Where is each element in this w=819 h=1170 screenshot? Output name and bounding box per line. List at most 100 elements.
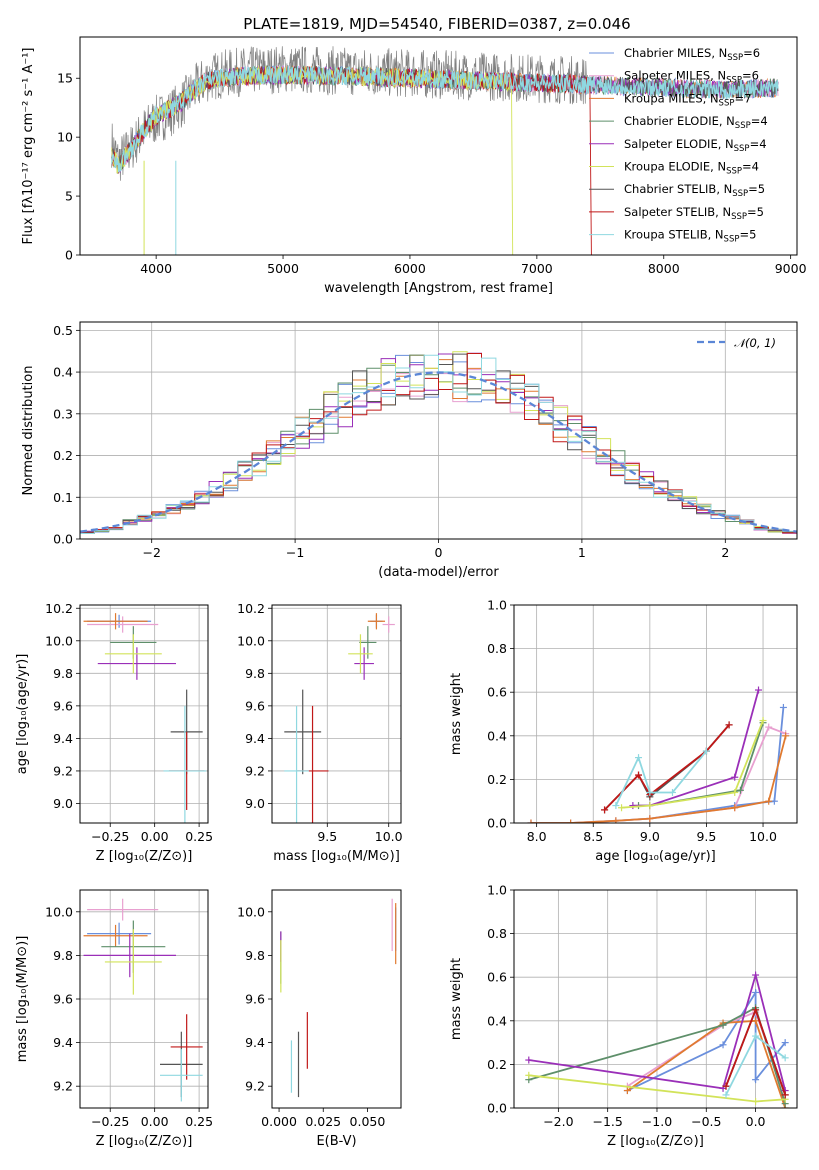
x-tick-label: 0.00 xyxy=(141,1114,169,1129)
y-tick-label: 9.2 xyxy=(53,763,73,778)
plot-area xyxy=(514,890,797,1108)
plot-area xyxy=(111,46,779,255)
legend-label: Chabrier MILES, NSSP=6 xyxy=(624,46,760,63)
y-tick-label: 9.2 xyxy=(53,1079,73,1094)
y-tick-label: 9.4 xyxy=(53,731,73,746)
mass-weight-line xyxy=(626,1019,787,1108)
x-axis-label: Z [log₁₀(Z/Z⊙)] xyxy=(96,1134,193,1149)
y-axis-label: mass weight xyxy=(449,958,464,1040)
legend-label: Salpeter ELODIE, NSSP=4 xyxy=(624,137,767,154)
x-tick-label: 9.5 xyxy=(696,829,716,844)
plot-area xyxy=(80,605,208,823)
legend-value: =5 xyxy=(748,182,765,196)
x-tick-label: −1 xyxy=(286,545,304,560)
y-tick-label: 9.8 xyxy=(53,666,73,681)
y-tick-label: 9.6 xyxy=(53,698,73,713)
y-tick-label: 10.0 xyxy=(45,904,73,919)
legend-subscript: SSP xyxy=(734,144,750,154)
x-axis-label: Z [log₁₀(Z/Z⊙)] xyxy=(96,849,193,864)
y-axis-label: mass [log₁₀(M/M⊙)] xyxy=(15,936,30,1063)
legend-label: Salpeter STELIB, NSSP=5 xyxy=(624,205,764,222)
x-tick-label: 1 xyxy=(578,545,586,560)
gaussian-reference-curve xyxy=(80,371,797,533)
y-tick-label: 0.6 xyxy=(487,970,507,985)
y-tick-label: 10 xyxy=(57,130,73,145)
x-tick-label: −2.0 xyxy=(543,1114,573,1129)
legend-subscript: SSP xyxy=(727,53,743,63)
y-axis-label: Flux [fλ10⁻¹⁷ erg cm⁻² s⁻¹ A⁻¹] xyxy=(21,48,36,245)
x-tick-label: 0.25 xyxy=(185,1114,213,1129)
x-tick-label: 0.050 xyxy=(350,1114,386,1129)
y-tick-label: 9.6 xyxy=(245,992,265,1007)
y-tick-label: 0.5 xyxy=(53,323,73,338)
plot-frame xyxy=(271,604,402,824)
legend-value: =5 xyxy=(739,228,756,242)
y-tick-label: 9.2 xyxy=(245,1079,265,1094)
y-tick-label: 0.8 xyxy=(487,926,507,941)
x-tick-label: 0.25 xyxy=(185,829,213,844)
y-tick-label: 9.8 xyxy=(245,666,265,681)
x-axis-label: (data-model)/error xyxy=(378,565,499,580)
x-tick-label: 4000 xyxy=(140,261,172,276)
y-tick-label: 1.0 xyxy=(487,883,507,898)
figure-title: PLATE=1819, MJD=54540, FIBERID=0387, z=0… xyxy=(243,15,630,33)
legend-label: Salpeter MILES, NSSP=6 xyxy=(624,69,759,86)
legend-subscript: SSP xyxy=(735,121,751,131)
y-tick-label: 5 xyxy=(65,189,73,204)
y-tick-label: 1.0 xyxy=(487,598,507,613)
y-tick-label: 9.0 xyxy=(245,796,265,811)
legend-value: =4 xyxy=(742,160,759,174)
x-axis-label: age [log₁₀(age/yr)] xyxy=(595,849,716,864)
legend-value: =6 xyxy=(743,46,760,60)
x-tick-label: −0.25 xyxy=(91,1114,129,1129)
x-tick-label: −2 xyxy=(142,545,160,560)
plot-frame xyxy=(513,604,798,824)
legend-value: =7 xyxy=(734,91,751,105)
plot-frame xyxy=(79,36,798,256)
x-tick-label: 6000 xyxy=(394,261,426,276)
y-axis-label: mass weight xyxy=(449,673,464,755)
y-tick-label: 0.0 xyxy=(53,532,73,547)
y-tick-label: 10.2 xyxy=(45,601,73,616)
residual-histogram-step xyxy=(80,353,797,534)
x-tick-label: 7000 xyxy=(521,261,553,276)
plot-frame xyxy=(513,889,798,1109)
x-tick-label: 5000 xyxy=(267,261,299,276)
y-tick-label: 0.3 xyxy=(53,406,73,421)
y-tick-label: 0.1 xyxy=(53,490,73,505)
mass-weight-line xyxy=(531,725,787,823)
y-tick-label: 0.2 xyxy=(53,448,73,463)
legend-subscript: SSP xyxy=(726,167,742,177)
x-axis-label: mass [log₁₀(M/M⊙)] xyxy=(273,849,400,864)
y-tick-label: 9.4 xyxy=(245,1035,265,1050)
y-tick-label: 9.6 xyxy=(53,992,73,1007)
y-tick-label: 9.4 xyxy=(53,1035,73,1050)
plot-area xyxy=(80,322,797,539)
x-tick-label: 9.0 xyxy=(640,829,660,844)
y-tick-label: 9.2 xyxy=(245,763,265,778)
age-vs-metallicity-panel: −0.25 0.00 0.25 9.0 9.2 9.4 9.6 9.8 10.0 10.2 Z [l… xyxy=(15,601,213,864)
y-tick-label: 0.4 xyxy=(487,1013,507,1028)
x-tick-label: 9.5 xyxy=(317,829,337,844)
age-vs-mass-panel: 9.5 10.0 9.0 9.2 9.4 9.6 9.8 10.0 10.2 mass [log₁… xyxy=(237,601,403,864)
x-tick-label: 10.0 xyxy=(375,829,403,844)
legend-subscript: SSP xyxy=(732,189,748,199)
y-tick-label: 0.4 xyxy=(487,728,507,743)
x-tick-label: −1.0 xyxy=(642,1114,672,1129)
x-axis-label: wavelength [Angstrom, rest frame] xyxy=(324,281,553,296)
legend-subscript: SSP xyxy=(731,212,747,222)
x-tick-label: 10.0 xyxy=(749,829,777,844)
plot-area xyxy=(80,890,208,1108)
y-tick-label: 0.2 xyxy=(487,772,507,787)
y-tick-label: 15 xyxy=(57,71,73,86)
mass-vs-metallicity-panel: −0.25 0.00 0.25 9.2 9.4 9.6 9.8 10.0 Z [log₁₀(Z/… xyxy=(15,889,213,1149)
plot-area xyxy=(514,605,797,823)
spectrum-panel: 4000 5000 6000 7000 8000 9000 0 5 10 15 wavelength… xyxy=(21,36,807,296)
x-tick-label: −1.5 xyxy=(592,1114,622,1129)
x-tick-label: 8.5 xyxy=(583,829,603,844)
y-tick-label: 0 xyxy=(65,248,73,263)
mass-weight-line xyxy=(528,1006,787,1104)
legend-subscript: SSP xyxy=(719,98,735,108)
mass-weight-vs-age-panel: 8.0 8.5 9.0 9.5 10.0 0.0 0.2 0.4 0.6 0.8 1.0 age [l… xyxy=(449,598,798,864)
